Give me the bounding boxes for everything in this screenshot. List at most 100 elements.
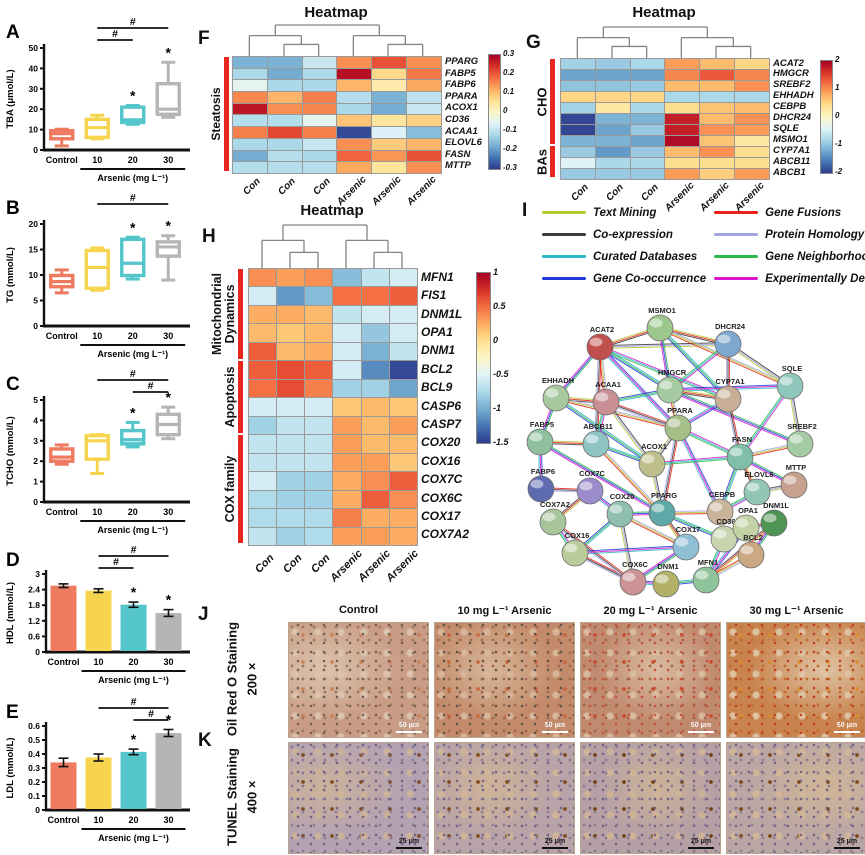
- svg-text:10: 10: [29, 270, 39, 280]
- svg-text:Arsenic (mg L⁻¹): Arsenic (mg L⁻¹): [97, 525, 168, 535]
- heatmap-cell: [267, 150, 302, 162]
- legend-label: Gene Co-occurrence: [593, 272, 707, 285]
- bar-control: [50, 757, 77, 809]
- network-node-mfn1: MFN1: [692, 558, 720, 594]
- heatmap-cell: [595, 135, 630, 146]
- heatmap-cell: [735, 135, 769, 146]
- colorbar-tick: -0.1: [503, 125, 517, 134]
- legend-line-swatch: [542, 276, 586, 281]
- node-label: FABP5: [530, 420, 554, 429]
- heatmap-cell: [333, 342, 361, 361]
- gene-label-cyp7a1: CYP7A1: [773, 144, 810, 156]
- box-20: *: [120, 404, 146, 449]
- heatmap-cell: [561, 91, 595, 102]
- heatmap-cell: [277, 287, 305, 305]
- colorbar-tick: 1: [493, 267, 499, 277]
- heatmap-cell: [665, 135, 700, 146]
- svg-text:*: *: [130, 219, 136, 235]
- gene-label-mttp: MTTP: [445, 160, 471, 172]
- svg-text:*: *: [166, 592, 172, 608]
- scale-bar: 50 μm: [834, 722, 860, 733]
- heatmap-cell: [665, 157, 700, 168]
- network-node-dnm1: DNM1: [652, 562, 680, 598]
- heatmap-cell: [700, 157, 735, 168]
- node-label: OPA1: [738, 506, 758, 515]
- heatmap-cell: [372, 57, 407, 68]
- gene-label-cd36: CD36: [445, 113, 470, 125]
- box-30: *: [155, 218, 181, 282]
- svg-text:#: #: [113, 556, 119, 568]
- heatmap-cell: [389, 527, 417, 545]
- heatmap-cell: [233, 162, 267, 173]
- box-30: *: [155, 389, 181, 441]
- legend-item: Co-expression: [542, 226, 706, 243]
- svg-text:Control: Control: [46, 331, 78, 341]
- legend-item: Text Mining: [542, 204, 706, 221]
- heatmap-cell: [333, 269, 361, 287]
- svg-text:3: 3: [35, 569, 40, 579]
- category-label: Steatosis: [209, 87, 223, 141]
- svg-text:10: 10: [29, 125, 39, 135]
- heatmap-cell: [361, 324, 389, 342]
- heatmap-cell: [361, 269, 389, 287]
- heatmap-cell: [372, 92, 407, 103]
- scale-bar: 25 μm: [396, 838, 422, 849]
- heatmap-cell: [389, 379, 417, 398]
- heatmap-cell: [407, 92, 441, 103]
- svg-text:Control: Control: [48, 657, 80, 667]
- network-node-srebf2: SREBF2: [786, 422, 817, 458]
- colorbar-tick: -2: [835, 167, 843, 176]
- heatmap-cell: [305, 490, 333, 509]
- heatmap-cell: [561, 168, 595, 179]
- network-legend: Text Mining Curated Databases Gene Fusio…: [542, 204, 865, 287]
- node-label: COX16: [565, 531, 590, 540]
- micro-column-title: 10 mg L⁻¹ Arsenic: [457, 605, 552, 617]
- gene-label-dnm1l: DNM1L: [421, 306, 463, 321]
- box-control: [49, 443, 75, 466]
- heatmap-cell: [333, 324, 361, 342]
- svg-text:0.6: 0.6: [28, 631, 40, 641]
- heatmap-cell: [389, 490, 417, 509]
- heatmap-cell: [700, 113, 735, 124]
- category-label: Dynamics: [223, 284, 237, 344]
- svg-text:0: 0: [33, 321, 38, 331]
- heatmap-cell: [305, 342, 333, 361]
- scale-label: 25 μm: [544, 838, 566, 846]
- micrograph-image: 25 μm: [288, 742, 429, 854]
- gene-label-acaa1: ACAA1: [445, 125, 478, 137]
- heatmap-cell: [561, 135, 595, 146]
- node-label: CYP7A1: [715, 377, 744, 386]
- colorbar-tick: 0: [493, 335, 499, 345]
- svg-text:5: 5: [33, 395, 38, 405]
- boxplot-svg-C: C 0 1 2 3 4 5 TCHO (mmol/L) Control 10 20 30 Arsenic…: [5, 368, 190, 535]
- network-node-hmgcr: HMGCR: [656, 368, 687, 404]
- scale-label: 50 μm: [544, 722, 566, 730]
- heatmap-cell: [249, 453, 277, 472]
- heatmap-cell: [665, 168, 700, 179]
- heatmap-cell: [249, 435, 277, 453]
- heatmap-cell: [333, 490, 361, 509]
- network-node-msmo1: MSMO1: [646, 306, 676, 342]
- micrograph-image: 25 μm: [434, 742, 575, 854]
- heatmap-cell: [249, 509, 277, 527]
- gene-label-cox7a2: COX7A2: [421, 527, 470, 542]
- heatmap-cell: [700, 168, 735, 179]
- svg-text:TCHO (mmol/L): TCHO (mmol/L): [5, 416, 16, 486]
- heatmap-cell: [372, 150, 407, 162]
- svg-text:40: 40: [29, 63, 39, 73]
- heatmap-cell: [389, 342, 417, 361]
- heatmap-cell: [561, 124, 595, 135]
- gene-label-fis1: FIS1: [421, 288, 447, 303]
- heatmap-cell: [267, 80, 302, 92]
- node-label: SREBF2: [787, 422, 817, 431]
- colorbar-tick: 2: [835, 55, 840, 64]
- heatmap-cell: [337, 138, 372, 150]
- node-label: COX6C: [622, 560, 648, 569]
- heatmap-cell: [333, 305, 361, 324]
- heatmap-grid: [232, 56, 442, 174]
- heatmap-cell: [249, 416, 277, 435]
- heatmap-cell: [267, 115, 302, 127]
- svg-text:#: #: [148, 708, 154, 720]
- svg-text:0: 0: [33, 145, 38, 155]
- category-label: BAs: [534, 148, 550, 175]
